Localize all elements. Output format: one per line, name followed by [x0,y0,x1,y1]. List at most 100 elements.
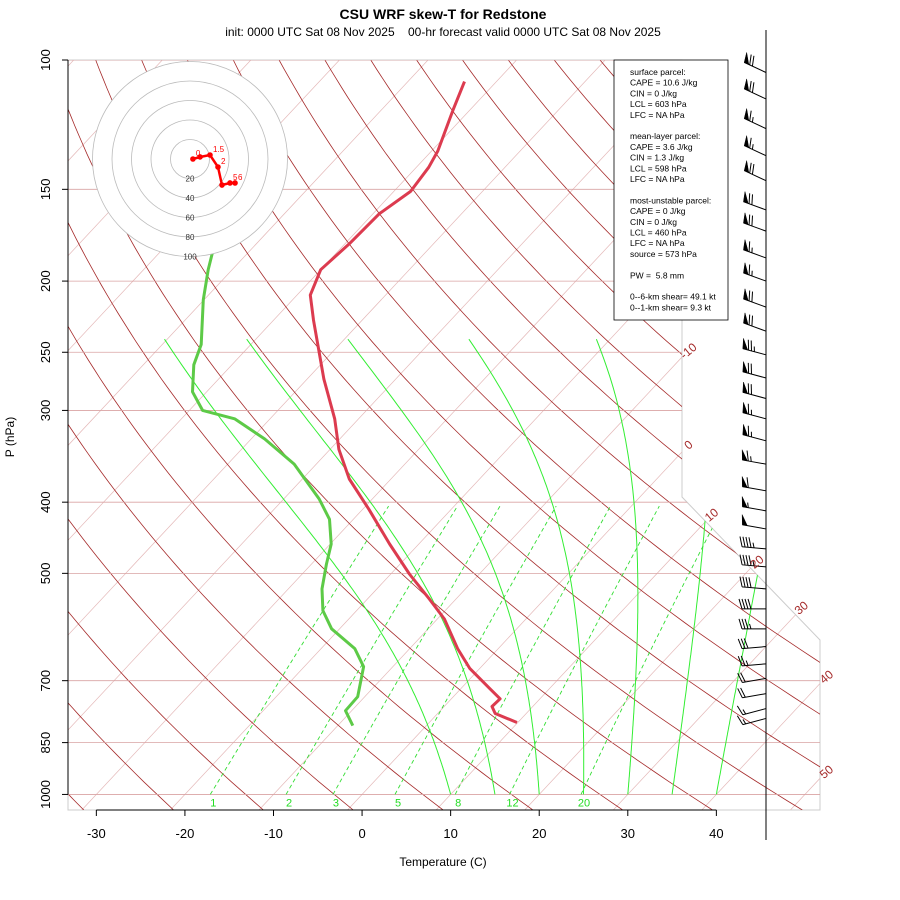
hodograph-point [219,182,225,188]
info-box [613,59,729,321]
barb-pennant [743,288,749,302]
info-text: 0--1-km shear= 9.3 kt [630,302,712,312]
info-text: LCL = 460 hPa [630,228,687,238]
wind-barb [741,476,767,492]
dry-adiabat [68,60,534,810]
x-axis-label: Temperature (C) [399,855,486,869]
moist-adiabat [595,339,639,795]
wind-barb [743,135,767,157]
moist-adiabat [164,338,452,795]
info-text: LCL = 598 hPa [630,163,687,173]
info-text: CAPE = 3.6 J/kg [630,142,693,152]
info-text: CIN = 0 J/kg [630,88,677,98]
x-tick-label: 40 [709,826,723,841]
isotherm [701,60,820,810]
hodograph-point [232,180,238,186]
hodograph-ring-label: 80 [186,233,195,242]
hodograph-point [190,156,196,162]
x-tick-label: 30 [621,826,635,841]
plot-content: 1 2 3 5 8 12 201001502002503004005007008501000… [38,49,767,841]
hodograph-point [197,154,203,160]
y-tick-label: 1000 [38,780,53,809]
barb-pennant [743,239,749,252]
isotherm [68,60,429,810]
dry-adiabat [324,60,820,810]
wind-barb [743,160,767,182]
hodograph-ring [150,119,230,199]
mixing-ratio-label: 3 [333,797,339,809]
barb-lines [737,655,767,667]
wind-barb [742,424,767,442]
info-text: LFC = NA hPa [630,110,685,120]
wind-barb [738,598,766,610]
y-tick-label: 700 [38,670,53,692]
wind-barb [739,576,767,590]
barb-pennant [743,52,750,65]
barb-pennant [741,496,748,508]
barb-pennant [743,108,750,122]
wind-barb [741,514,767,530]
wind-barb [742,338,767,356]
barb-lines [736,705,767,716]
hodograph-point [207,152,213,158]
mixing-ratio-line [394,505,557,795]
wind-barb [739,554,767,568]
dry-adiabat [68,60,444,810]
barb-lines [736,715,767,726]
info-text: PW = 5.8 mm [630,270,684,280]
mixing-ratio-line [509,505,660,795]
barb-pennant [743,191,749,204]
moist-adiabat [468,338,585,795]
wind-barb [738,618,766,630]
wind-barb [743,212,767,232]
barb-pennant [741,476,748,488]
info-text: source = 573 hPa [630,249,697,259]
dry-adiabat [68,60,264,810]
barb-lines [737,672,767,684]
hodograph-ring [170,139,210,179]
hodograph-background [92,61,288,257]
y-tick-label: 150 [38,178,53,200]
isotherm [258,60,820,810]
wind-barb [743,288,767,308]
temperature-line [308,81,518,724]
wind-barb [737,672,767,684]
hodograph-ring-label: 40 [186,194,195,203]
wind-barb [739,536,767,550]
barb-pennant [742,424,749,437]
wind-barb [737,655,767,667]
isotherm [68,60,694,810]
hodograph-point-label: 5 [233,173,238,182]
info-text: CAPE = 10.6 J/kg [630,78,698,88]
isotherm [68,60,517,810]
y-tick-label: 100 [38,49,53,71]
mixing-ratio-label: 12 [506,797,518,809]
wind-barb [743,191,767,211]
mixing-ratio-label: 5 [395,797,401,809]
info-text: surface parcel: [630,67,686,77]
info-text: LFC = NA hPa [630,174,685,184]
mixing-ratio-label: 2 [286,797,292,809]
barb-pennant [742,402,749,415]
hodograph-point-label: 2 [221,157,226,166]
y-axis-label: P (hPa) [3,417,17,457]
hodograph-ring [131,100,249,218]
dry-adiabat [68,60,623,810]
wind-barb [737,638,767,650]
wind-barb [736,715,767,726]
info-text: mean-layer parcel: [630,131,700,141]
info-text: LCL = 603 hPa [630,99,687,109]
dry-adiabat [462,60,820,810]
isotherm [613,60,820,810]
mixing-ratio-line [454,505,611,795]
barb-lines [739,576,767,590]
hodograph-ring [92,61,288,257]
mixing-ratio-label: 20 [578,797,590,809]
hodograph-ring-label: 60 [186,214,195,223]
x-tick-label: -10 [264,826,283,841]
barb-pennant [743,312,749,326]
x-tick-label: -30 [87,826,106,841]
hodograph-point-label: 1.5 [213,145,225,154]
